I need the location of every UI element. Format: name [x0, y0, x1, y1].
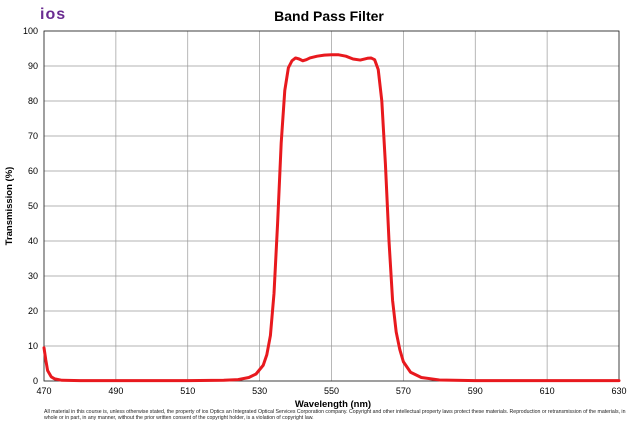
y-tick-label: 50 — [28, 201, 38, 211]
x-tick-label: 630 — [611, 386, 626, 396]
x-tick-label: 510 — [180, 386, 195, 396]
transmission-curve — [42, 53, 621, 383]
plot-area — [43, 30, 620, 382]
y-axis-label: Transmission (%) — [4, 167, 15, 246]
y-tick-label: 0 — [33, 376, 38, 386]
chart-title: Band Pass Filter — [274, 8, 384, 24]
x-tick-label: 590 — [468, 386, 483, 396]
y-tick-label: 90 — [28, 61, 38, 71]
grid-lines — [43, 30, 620, 382]
y-tick-label: 10 — [28, 341, 38, 351]
x-tick-label: 610 — [540, 386, 555, 396]
y-tick-label: 30 — [28, 271, 38, 281]
x-tick-label: 570 — [396, 386, 411, 396]
y-tick-label: 20 — [28, 306, 38, 316]
x-tick-label: 550 — [324, 386, 339, 396]
ios-logo: ios — [40, 6, 67, 23]
x-axis-label: Wavelength (nm) — [295, 399, 371, 410]
y-tick-label: 70 — [28, 131, 38, 141]
x-tick-label: 490 — [108, 386, 123, 396]
y-axis-ticks: 0 10 20 30 40 50 60 70 80 90 100 — [23, 26, 38, 386]
x-axis-ticks: 470 490 510 530 550 570 590 610 630 — [36, 386, 626, 396]
copyright-footer: All material in this course is, unless o… — [44, 409, 626, 422]
x-tick-label: 470 — [36, 386, 51, 396]
band-pass-chart: Band Pass Filter 470 490 510 530 550 570 590 61… — [4, 8, 627, 410]
y-tick-label: 100 — [23, 26, 38, 36]
y-tick-label: 80 — [28, 96, 38, 106]
x-tick-label: 530 — [252, 386, 267, 396]
y-tick-label: 40 — [28, 236, 38, 246]
y-tick-label: 60 — [28, 166, 38, 176]
